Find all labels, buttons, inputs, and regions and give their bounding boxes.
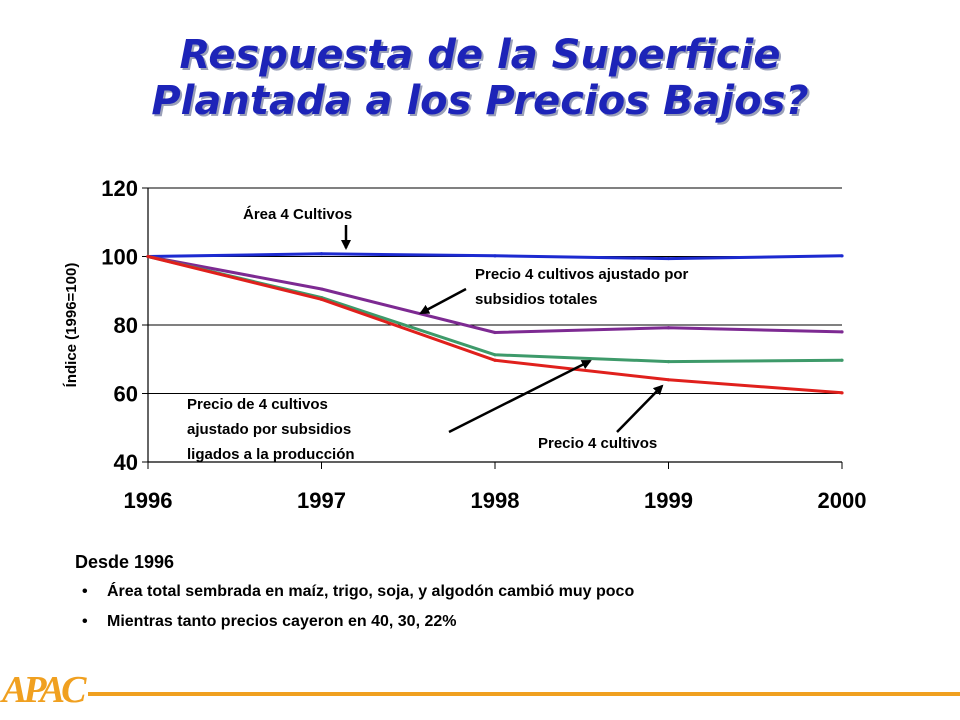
- series-lines: [146, 252, 844, 395]
- annotation-arrow-price: [616, 384, 664, 433]
- data-point: [319, 252, 324, 256]
- data-point: [666, 326, 671, 330]
- axes: 40 60 80 100 120 1996 1997 1998 1999 2000: [101, 176, 866, 513]
- annotation-area: Área 4 Cultivos: [243, 206, 352, 223]
- annotation-total-line-1: Precio 4 cultivos ajustado por: [475, 266, 689, 283]
- data-point: [146, 254, 150, 259]
- annotation-prod-line-3: ligados a la producción: [187, 446, 355, 463]
- x-tick-label: 2000: [818, 488, 867, 513]
- y-tick-label: 60: [114, 382, 138, 407]
- data-point: [840, 254, 844, 258]
- bullet-marker: •: [82, 613, 88, 630]
- data-point: [666, 256, 671, 261]
- data-point: [666, 360, 671, 364]
- bullet-text: Área total sembrada en maíz, trigo, soja…: [107, 583, 635, 600]
- bullet-marker: •: [82, 583, 88, 600]
- bullet-text: Mientras tanto precios cayeron en 40, 30…: [107, 613, 457, 630]
- y-tick-label: 40: [114, 450, 138, 475]
- x-tick-label: 1997: [297, 488, 346, 513]
- summary-text: Desde 1996 • Área total sembrada en maíz…: [75, 552, 634, 643]
- y-tick-label: 100: [101, 245, 138, 270]
- annotation-prod-line-2: ajustado por subsidios: [187, 421, 351, 438]
- data-point: [493, 330, 497, 335]
- slide-title-line-2: Plantada a los Precios Bajos?: [151, 78, 809, 124]
- data-point: [493, 358, 497, 362]
- summary-bullets: • Área total sembrada en maíz, trigo, so…: [75, 583, 634, 631]
- slide-title: Respuesta de la Superficie Plantada a lo…: [0, 32, 960, 124]
- y-tick-label: 120: [101, 176, 138, 201]
- x-tick-label: 1999: [644, 488, 693, 513]
- annotation-arrow-total: [419, 287, 467, 315]
- data-point: [493, 353, 497, 357]
- apac-logo: APAC: [2, 669, 86, 711]
- y-tick-label: 80: [114, 313, 138, 338]
- x-tick-label: 1996: [124, 488, 173, 513]
- line-chart: 40 60 80 100 120 1996 1997 1998 1999 2000 Índice …: [63, 176, 866, 513]
- data-point: [666, 378, 671, 382]
- y-axis-label: Índice (1996=100): [63, 263, 80, 388]
- data-point: [840, 391, 844, 395]
- slide-title-line-1: Respuesta de la Superficie: [179, 32, 781, 78]
- data-point: [493, 254, 497, 258]
- bullet-item: • Mientras tanto precios cayeron en 40, …: [75, 613, 634, 631]
- data-point: [840, 358, 844, 362]
- data-point: [319, 287, 324, 291]
- annotation-total-line-2: subsidios totales: [475, 291, 598, 308]
- annotation-arrow-prod: [448, 359, 592, 434]
- bullet-item: • Área total sembrada en maíz, trigo, so…: [75, 583, 634, 601]
- data-point: [840, 330, 844, 334]
- x-tick-label: 1998: [471, 488, 520, 513]
- annotation-prod-line-1: Precio de 4 cultivos: [187, 396, 328, 413]
- data-point: [319, 297, 324, 301]
- footer-divider: [88, 692, 960, 696]
- summary-lead: Desde 1996: [75, 552, 175, 572]
- annotation-price: Precio 4 cultivos: [538, 435, 657, 452]
